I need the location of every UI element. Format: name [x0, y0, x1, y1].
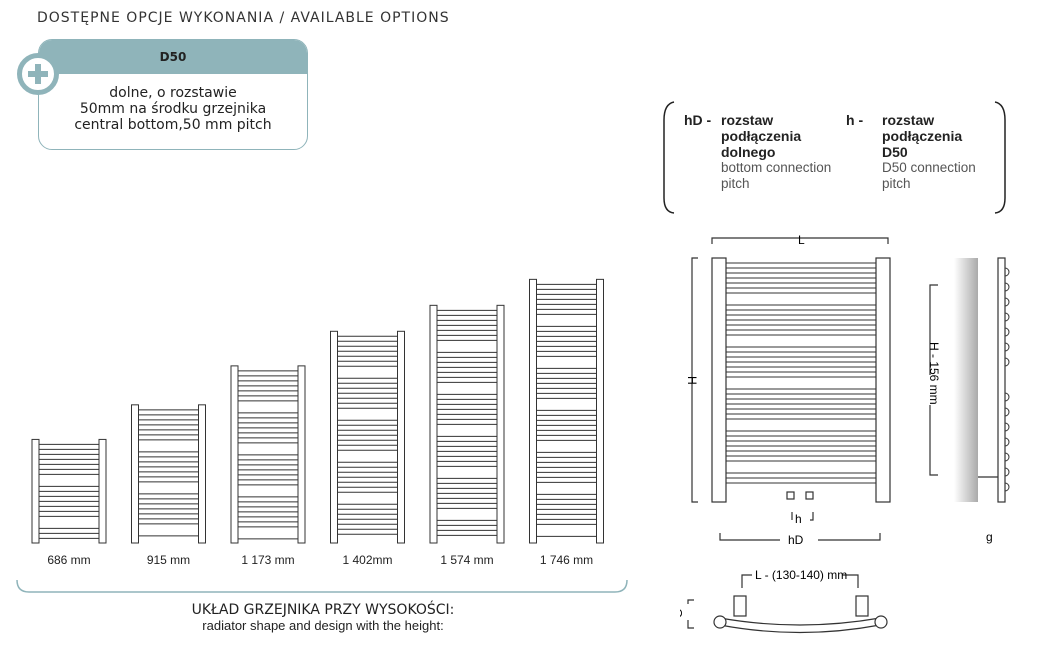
radiator-right-column — [98, 438, 107, 544]
radiator-right-column — [297, 365, 306, 544]
radiator-1 — [131, 404, 206, 544]
legend-h-en1: D50 connection — [882, 160, 976, 175]
description-pl-line2: 50mm na środku grzejnika — [79, 101, 267, 117]
dim-l: L — [798, 233, 805, 247]
radiator-left-column — [230, 365, 239, 544]
dim-h-line — [691, 257, 698, 503]
radiator-height-label: 1 746 mm — [539, 553, 594, 567]
side-bar — [1004, 392, 1010, 402]
radiator-lineup — [16, 278, 628, 593]
side-bar — [1004, 342, 1010, 352]
legend-h-text: rozstaw podłączenia D50 D50 connection pit… — [882, 112, 1002, 192]
side-bar — [1004, 407, 1010, 417]
top-valve-right — [855, 595, 869, 617]
dim-l-line — [711, 237, 889, 244]
legend-hd: hD - — [684, 112, 711, 128]
caption-en: radiator shape and design with the heigh… — [202, 618, 444, 633]
dim-h-small — [791, 512, 814, 521]
legend-hd-pl1: rozstaw — [721, 112, 774, 128]
side-bar — [1004, 282, 1010, 292]
description-en: central bottom,50 mm pitch — [74, 117, 272, 133]
legend-h-pl3: D50 — [882, 144, 908, 160]
option-code: D50 — [39, 40, 307, 74]
dim-g: g — [986, 530, 993, 544]
plus-circle-icon — [17, 53, 59, 95]
radiator-left-column — [330, 330, 338, 544]
legend-hd-symbol: hD - — [684, 112, 712, 128]
dim-h156: H - 156 mm — [927, 342, 941, 405]
legend-h-en2: pitch — [882, 176, 911, 191]
radiator-right-column — [198, 404, 206, 544]
dim-top-line — [741, 574, 859, 588]
description-pl-line1: dolne, o rozstawie — [109, 85, 237, 101]
radiator-right-column — [496, 304, 505, 544]
legend-hd-en1: bottom connection — [721, 160, 832, 175]
lineup-bracket — [16, 579, 628, 593]
legend-h: h - — [846, 112, 863, 128]
radiator-right-column — [596, 278, 604, 544]
dim-g-top — [687, 599, 694, 629]
legend-hd-pl2: podłączenia — [721, 128, 802, 144]
legend-h-pl1: rozstaw — [882, 112, 935, 128]
top-bar — [719, 617, 881, 634]
radiator-right-column — [397, 330, 405, 544]
page-title: DOSTĘPNE OPCJE WYKONANIA / AVAILABLE OPT… — [37, 10, 450, 26]
legend-hd-en2: pitch — [721, 176, 750, 191]
dim-hd: hD — [788, 533, 804, 547]
radiator-5 — [529, 278, 604, 544]
radiator-height-label: 915 mm — [146, 553, 191, 567]
radiator-left-column — [529, 278, 537, 544]
side-bar — [1004, 422, 1010, 432]
legend-h-pl2: podłączenia — [882, 128, 963, 144]
dim-G: G — [680, 609, 685, 618]
legend-hd-text: rozstaw podłączenia dolnego bottom connect… — [721, 112, 841, 192]
side-bar — [1004, 467, 1010, 477]
side-bar — [1004, 297, 1010, 307]
side-bar — [1004, 327, 1010, 337]
dim-h-label: h — [795, 512, 802, 526]
radiator-4 — [429, 304, 505, 544]
legend-brackets — [663, 101, 1006, 214]
option-description: dolne, o rozstawie 50mm na środku grzejn… — [39, 74, 307, 133]
caption-pl: UKŁAD GRZEJNIKA PRZY WYSOKOŚCI: — [191, 602, 455, 618]
side-bar — [1004, 482, 1010, 492]
connector-left — [786, 491, 795, 500]
dim-h: H — [685, 376, 699, 385]
radiator-height-label: 1 574 mm — [440, 553, 494, 567]
lineup-caption: UKŁAD GRZEJNIKA PRZY WYSOKOŚCI: radiator… — [17, 602, 629, 634]
radiator-left-column — [429, 304, 438, 544]
side-bar — [1004, 452, 1010, 462]
radiator-height-label: 1 173 mm — [241, 553, 295, 567]
side-column — [997, 257, 1006, 503]
left-column — [711, 257, 727, 503]
side-bar — [1004, 357, 1010, 367]
radiator-height-label: 1 402mm — [342, 553, 393, 567]
side-bar — [1004, 312, 1010, 322]
radiator-3 — [330, 330, 405, 544]
option-card-d50: D50 dolne, o rozstawie 50mm na środku gr… — [38, 39, 308, 150]
connector-right — [805, 491, 814, 500]
radiator-left-column — [131, 404, 139, 544]
radiator-2 — [230, 365, 306, 544]
technical-drawing: L H h hD H - 156 mm g G L - (130-140) mm — [680, 233, 1010, 634]
radiator-0 — [31, 438, 107, 544]
legend-h-symbol: h - — [846, 112, 864, 128]
legend-hd-pl3: dolnego — [721, 144, 776, 160]
radiator-left-column — [31, 438, 40, 544]
side-bar — [1004, 437, 1010, 447]
wall — [954, 258, 978, 502]
right-column — [875, 257, 891, 503]
dim-h156-line — [929, 284, 938, 476]
side-bar — [1004, 267, 1010, 277]
dim-top-width: L - (130-140) mm — [755, 568, 847, 582]
top-valve-left — [733, 595, 747, 617]
dim-hd-line — [719, 533, 881, 541]
radiator-height-label: 686 mm — [47, 553, 91, 567]
